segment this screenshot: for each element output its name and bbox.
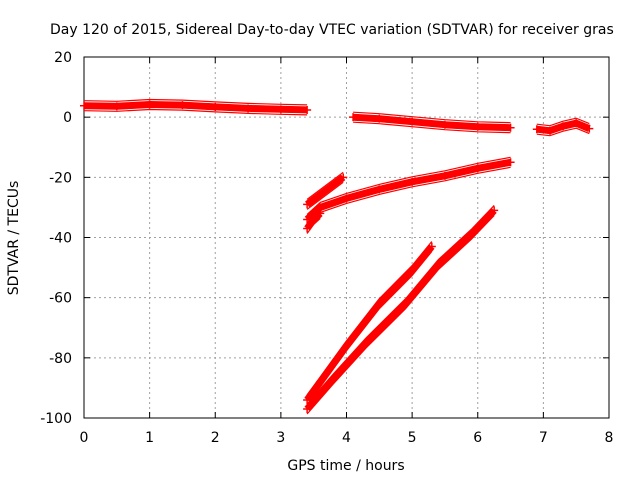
series-line (304, 174, 346, 208)
series-edge-lower (306, 166, 511, 225)
data-point (316, 209, 325, 218)
series-arc-6 (303, 207, 325, 234)
series-edge-upper (83, 98, 308, 106)
x-tick-label: 8 (605, 430, 614, 446)
series-edge-lower (83, 108, 308, 116)
data-point (112, 102, 121, 111)
data-point (342, 341, 351, 350)
data-point (467, 230, 476, 239)
data-point (473, 164, 482, 173)
x-tick-label: 3 (276, 430, 285, 446)
x-tick-label: 1 (145, 430, 154, 446)
y-axis-label: SDTVAR / TECUs (6, 181, 22, 296)
data-point (339, 173, 348, 182)
data-point (375, 114, 384, 123)
data-point (585, 124, 594, 133)
series-line (304, 244, 435, 402)
data-point (80, 101, 88, 110)
data-point (506, 123, 515, 132)
data-point (178, 101, 187, 110)
series-edge-upper (353, 111, 511, 124)
series-edge-lower (353, 121, 511, 134)
data-point (303, 105, 312, 114)
series-line (304, 158, 512, 222)
data-series (80, 98, 594, 415)
chart-title: Day 120 of 2015, Sidereal Day-to-day VTE… (50, 22, 614, 38)
x-axis-label: GPS time / hours (287, 458, 404, 474)
data-point (401, 299, 410, 308)
data-point (309, 215, 318, 224)
data-point (440, 171, 449, 180)
data-point (473, 122, 482, 131)
series-arc-1 (80, 98, 312, 116)
x-tick-label: 4 (342, 430, 351, 446)
series-edge-lower (306, 214, 495, 415)
y-tick-label: -100 (40, 411, 72, 427)
data-point (303, 224, 312, 233)
series-edge-upper (306, 241, 433, 396)
data-point (362, 338, 371, 347)
data-point (440, 120, 449, 129)
series-edge-lower (306, 251, 433, 406)
series-edge-upper (306, 207, 321, 224)
data-point (342, 194, 351, 203)
series-edge-upper (306, 156, 511, 215)
series-arc-7 (303, 241, 436, 406)
y-tick-label: -40 (49, 231, 72, 247)
series-edge-upper (306, 171, 344, 200)
y-tick-label: 0 (63, 110, 72, 126)
series-edge-upper (536, 117, 590, 127)
data-point (303, 395, 312, 404)
series-edge-upper (306, 204, 495, 405)
data-point (506, 158, 515, 167)
data-point (145, 100, 154, 109)
data-point (434, 260, 443, 269)
x-tick-label: 2 (211, 430, 220, 446)
series-edge-lower (306, 217, 321, 234)
series-line (83, 101, 308, 114)
data-point (303, 404, 312, 413)
data-point (329, 374, 338, 383)
data-point (408, 177, 417, 186)
data-point (532, 125, 541, 134)
x-tick-label: 5 (408, 430, 417, 446)
series-edge-lower (536, 127, 590, 137)
series-arc-5 (303, 171, 348, 210)
data-point (316, 377, 325, 386)
series-line (352, 113, 511, 132)
series-arc-8 (303, 204, 499, 415)
series-arc-3 (532, 117, 594, 137)
data-point (211, 102, 220, 111)
y-tick-label: -60 (49, 291, 72, 307)
data-point (572, 119, 581, 128)
data-point (559, 122, 568, 131)
series-arc-4 (303, 156, 515, 225)
x-tick-label: 6 (473, 430, 482, 446)
y-tick-label: -80 (49, 351, 72, 367)
data-point (276, 105, 285, 114)
data-point (375, 299, 384, 308)
x-tick-label: 0 (80, 430, 89, 446)
x-tick-label: 7 (539, 430, 548, 446)
data-point (408, 117, 417, 126)
data-point (427, 242, 436, 251)
data-point (303, 200, 312, 209)
axis-ticks: 0 1 2 3 4 5 6 7 8 -100 -80 -60 -40 -20 0 20 (40, 50, 613, 446)
y-tick-label: -20 (49, 170, 72, 186)
data-point (545, 126, 554, 135)
series-edge-lower (306, 181, 344, 210)
series-arc-2 (349, 111, 515, 134)
data-point (244, 104, 253, 113)
data-point (349, 113, 358, 122)
data-point (375, 185, 384, 194)
data-point (408, 266, 417, 275)
y-tick-label: 20 (54, 50, 72, 66)
data-point (490, 206, 499, 215)
